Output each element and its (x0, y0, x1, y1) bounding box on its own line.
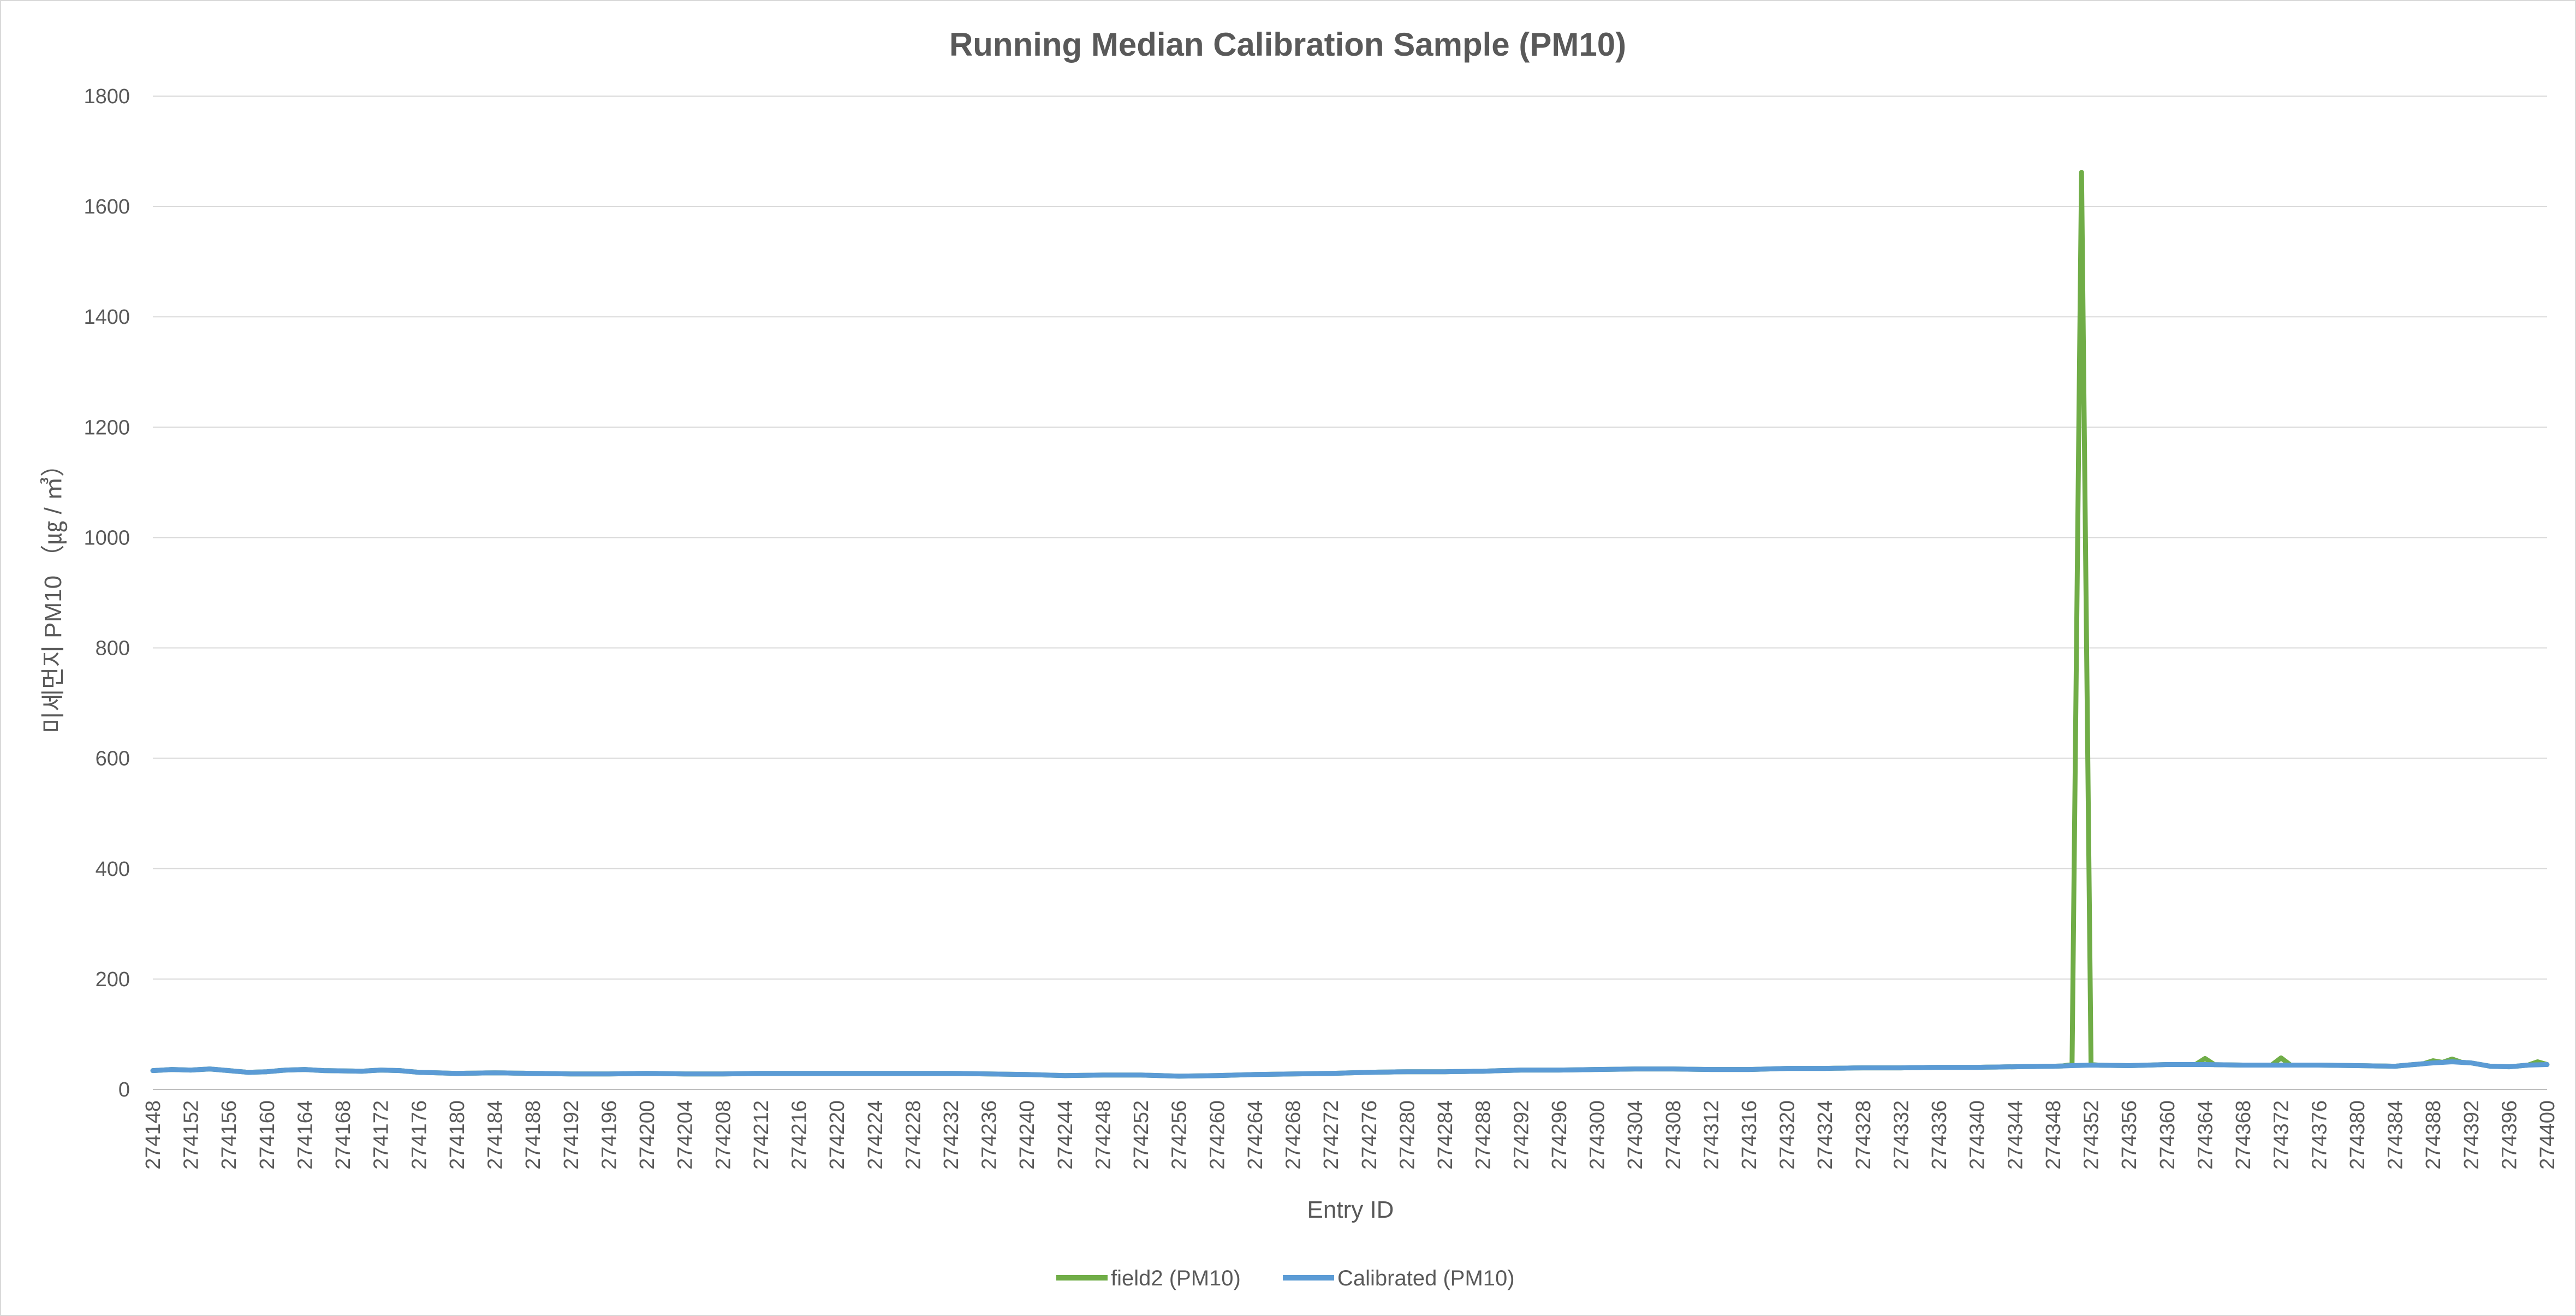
x-tick-label: 274156 (218, 1100, 241, 1170)
x-tick-label: 274176 (408, 1100, 431, 1170)
x-tick-label: 274172 (370, 1100, 393, 1170)
legend: field2 (PM10) Calibrated (PM10) (1056, 1266, 1515, 1290)
x-tick-label: 274372 (2270, 1100, 2293, 1170)
x-tick-label: 274168 (332, 1100, 355, 1170)
x-tick-label: 274360 (2156, 1100, 2179, 1170)
x-tick-label: 274388 (2422, 1100, 2445, 1170)
x-tick-label: 274352 (2080, 1100, 2103, 1170)
x-tick-label: 274276 (1358, 1100, 1381, 1170)
chart-title: Running Median Calibration Sample (PM10) (949, 26, 1626, 63)
x-tick-label: 274200 (636, 1100, 659, 1170)
x-tick-label: 274264 (1244, 1100, 1267, 1170)
legend-label-0: field2 (PM10) (1111, 1266, 1241, 1290)
x-tick-label: 274208 (712, 1100, 735, 1170)
x-tick-label: 274188 (522, 1100, 545, 1170)
y-tick-label: 600 (96, 748, 130, 770)
y-tick-label: 1400 (84, 306, 130, 329)
x-tick-label: 274288 (1472, 1100, 1495, 1170)
series-lines (150, 170, 2550, 1079)
x-tick-label: 274256 (1168, 1100, 1191, 1170)
x-tick-label: 274316 (1738, 1100, 1761, 1170)
gridlines (153, 96, 2547, 1090)
x-tick-label: 274328 (1852, 1100, 1875, 1170)
x-tick-label: 274384 (2384, 1100, 2407, 1170)
x-tick-label: 274228 (902, 1100, 925, 1170)
series-line-field2 (150, 170, 2550, 1079)
x-tick-label: 274292 (1510, 1100, 1533, 1170)
x-tick-label: 274272 (1320, 1100, 1343, 1170)
y-axis-ticks: 0 200 400 600 800 1000 1200 1400 1600 1800 (84, 85, 130, 1101)
x-tick-label: 274380 (2346, 1100, 2369, 1170)
legend-label-1: Calibrated (PM10) (1337, 1266, 1515, 1290)
x-tick-label: 274332 (1890, 1100, 1913, 1170)
x-tick-label: 274308 (1662, 1100, 1685, 1170)
x-tick-label: 274296 (1548, 1100, 1571, 1170)
y-tick-label: 1000 (84, 526, 130, 549)
x-tick-label: 274364 (2194, 1100, 2217, 1170)
y-tick-label: 1200 (84, 416, 130, 439)
x-tick-label: 274336 (1928, 1100, 1951, 1170)
x-tick-label: 274160 (256, 1100, 279, 1170)
x-tick-label: 274240 (1016, 1100, 1039, 1170)
y-tick-label: 800 (96, 637, 130, 660)
x-tick-label: 274348 (2042, 1100, 2065, 1170)
x-tick-label: 274304 (1624, 1100, 1647, 1170)
x-tick-label: 274212 (750, 1100, 773, 1170)
x-tick-label: 274196 (598, 1100, 621, 1170)
x-tick-label: 274324 (1814, 1100, 1837, 1170)
x-axis-ticks: 274148 274152 274156 274160 274164 274168 2741… (142, 1100, 2559, 1170)
x-tick-label: 274220 (826, 1100, 849, 1170)
x-tick-label: 274164 (294, 1100, 317, 1170)
x-tick-label: 274180 (446, 1100, 469, 1170)
x-tick-label: 274224 (864, 1100, 887, 1170)
x-tick-label: 274400 (2536, 1100, 2559, 1170)
x-tick-label: 274152 (180, 1100, 203, 1170)
x-tick-label: 274184 (484, 1100, 507, 1170)
y-tick-label: 400 (96, 858, 130, 881)
x-tick-label: 274216 (788, 1100, 811, 1170)
x-tick-label: 274376 (2308, 1100, 2331, 1170)
x-tick-label: 274232 (940, 1100, 963, 1170)
series-line-calibrated (150, 1059, 2550, 1079)
x-tick-label: 274248 (1092, 1100, 1115, 1170)
y-tick-label: 1600 (84, 195, 130, 218)
x-tick-label: 274236 (978, 1100, 1001, 1170)
x-tick-label: 274396 (2498, 1100, 2521, 1170)
y-axis-label: 미세먼지 PM10 （㎍ / ㎥） (40, 453, 67, 733)
x-tick-label: 274312 (1700, 1100, 1723, 1170)
x-tick-label: 274268 (1282, 1100, 1305, 1170)
x-tick-label: 274280 (1396, 1100, 1419, 1170)
y-tick-label: 0 (118, 1078, 130, 1101)
x-tick-label: 274192 (560, 1100, 583, 1170)
x-tick-label: 274244 (1054, 1100, 1077, 1170)
x-tick-label: 274356 (2118, 1100, 2141, 1170)
x-tick-label: 274284 (1434, 1100, 1457, 1170)
x-tick-label: 274344 (2004, 1100, 2027, 1170)
y-tick-label: 200 (96, 968, 130, 991)
x-tick-label: 274148 (142, 1100, 165, 1170)
y-tick-label: 1800 (84, 85, 130, 108)
x-tick-label: 274260 (1206, 1100, 1229, 1170)
x-tick-label: 274300 (1586, 1100, 1609, 1170)
x-tick-label: 274204 (674, 1100, 697, 1170)
x-tick-label: 274320 (1776, 1100, 1799, 1170)
x-tick-label: 274252 (1130, 1100, 1153, 1170)
x-tick-label: 274340 (1966, 1100, 1989, 1170)
x-tick-label: 274392 (2460, 1100, 2483, 1170)
x-axis-label: Entry ID (1307, 1196, 1394, 1223)
x-tick-label: 274368 (2232, 1100, 2255, 1170)
